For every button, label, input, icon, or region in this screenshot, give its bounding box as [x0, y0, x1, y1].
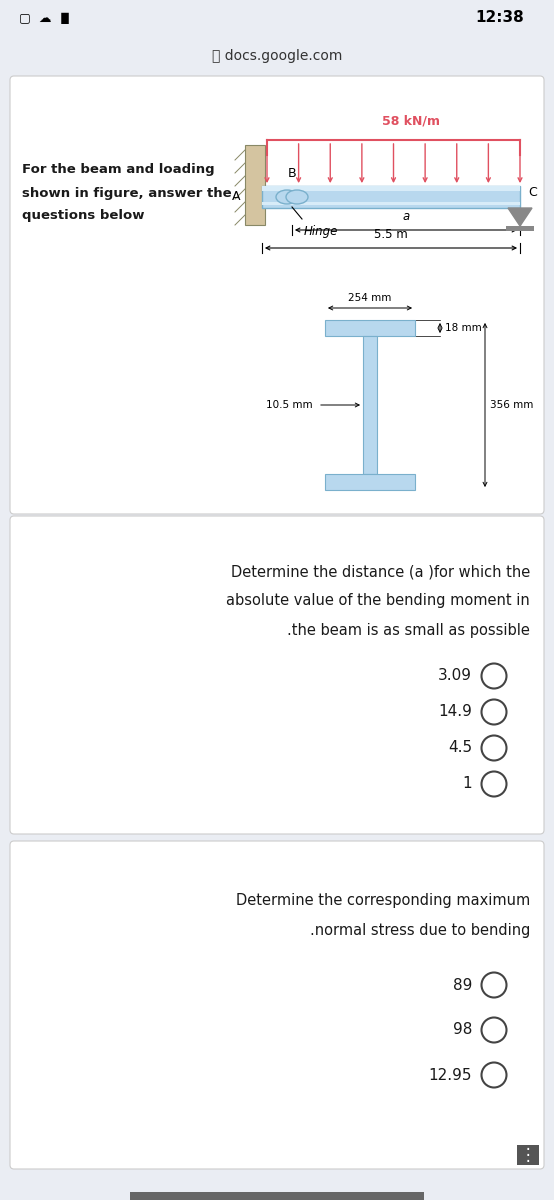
- Text: ▐▌: ▐▌: [57, 12, 74, 24]
- Text: 3.09: 3.09: [438, 668, 472, 684]
- Text: questions below: questions below: [22, 210, 145, 222]
- Text: 58 kN/m: 58 kN/m: [382, 115, 440, 128]
- Circle shape: [481, 1018, 506, 1043]
- Text: Determine the corresponding maximum: Determine the corresponding maximum: [236, 893, 530, 907]
- Circle shape: [481, 972, 506, 997]
- Circle shape: [481, 664, 506, 689]
- Text: A: A: [232, 191, 240, 204]
- Bar: [363, 336, 377, 474]
- Text: absolute value of the bending moment in: absolute value of the bending moment in: [226, 594, 530, 608]
- Bar: [262, 202, 520, 205]
- Circle shape: [481, 772, 506, 797]
- Text: ☁: ☁: [39, 12, 52, 24]
- Text: C: C: [528, 186, 537, 198]
- Text: 12:38: 12:38: [476, 11, 525, 25]
- Ellipse shape: [276, 190, 298, 204]
- Circle shape: [481, 1062, 506, 1087]
- Text: 1: 1: [463, 776, 472, 792]
- Text: 18 mm: 18 mm: [445, 323, 482, 332]
- Bar: [517, 1145, 539, 1165]
- FancyBboxPatch shape: [10, 516, 544, 834]
- Ellipse shape: [286, 190, 308, 204]
- Text: shown in figure, answer the: shown in figure, answer the: [22, 186, 232, 199]
- Text: 356 mm: 356 mm: [490, 400, 534, 410]
- Text: 14.9: 14.9: [438, 704, 472, 720]
- Text: a: a: [402, 210, 409, 223]
- Text: ⋮: ⋮: [520, 1146, 536, 1164]
- Bar: [325, 320, 415, 336]
- Text: B: B: [288, 167, 296, 180]
- Text: .normal stress due to bending: .normal stress due to bending: [310, 923, 530, 937]
- Text: 98: 98: [453, 1022, 472, 1038]
- Bar: [262, 186, 520, 208]
- Bar: [0, 0, 554, 35]
- Text: 🔒 docs.google.com: 🔒 docs.google.com: [212, 49, 342, 62]
- Bar: [325, 474, 415, 490]
- Text: Hinge: Hinge: [304, 226, 338, 238]
- Text: 10.5 mm: 10.5 mm: [266, 400, 313, 410]
- Text: 4.5: 4.5: [448, 740, 472, 756]
- Text: 89: 89: [453, 978, 472, 992]
- Bar: [130, 1192, 424, 1200]
- Bar: [506, 226, 534, 230]
- Circle shape: [481, 736, 506, 761]
- Circle shape: [481, 700, 506, 725]
- Text: 5.5 m: 5.5 m: [374, 228, 408, 241]
- Bar: [262, 186, 520, 191]
- Text: .the beam is as small as possible: .the beam is as small as possible: [287, 623, 530, 637]
- Text: ▢: ▢: [19, 12, 31, 24]
- Text: 12.95: 12.95: [428, 1068, 472, 1082]
- Polygon shape: [508, 208, 532, 226]
- Bar: [0, 35, 554, 74]
- FancyBboxPatch shape: [10, 76, 544, 514]
- Text: For the beam and loading: For the beam and loading: [22, 163, 214, 176]
- FancyBboxPatch shape: [10, 841, 544, 1169]
- Text: 254 mm: 254 mm: [348, 293, 392, 302]
- Text: Determine the distance (a )for which the: Determine the distance (a )for which the: [231, 564, 530, 580]
- Bar: [245, 145, 265, 226]
